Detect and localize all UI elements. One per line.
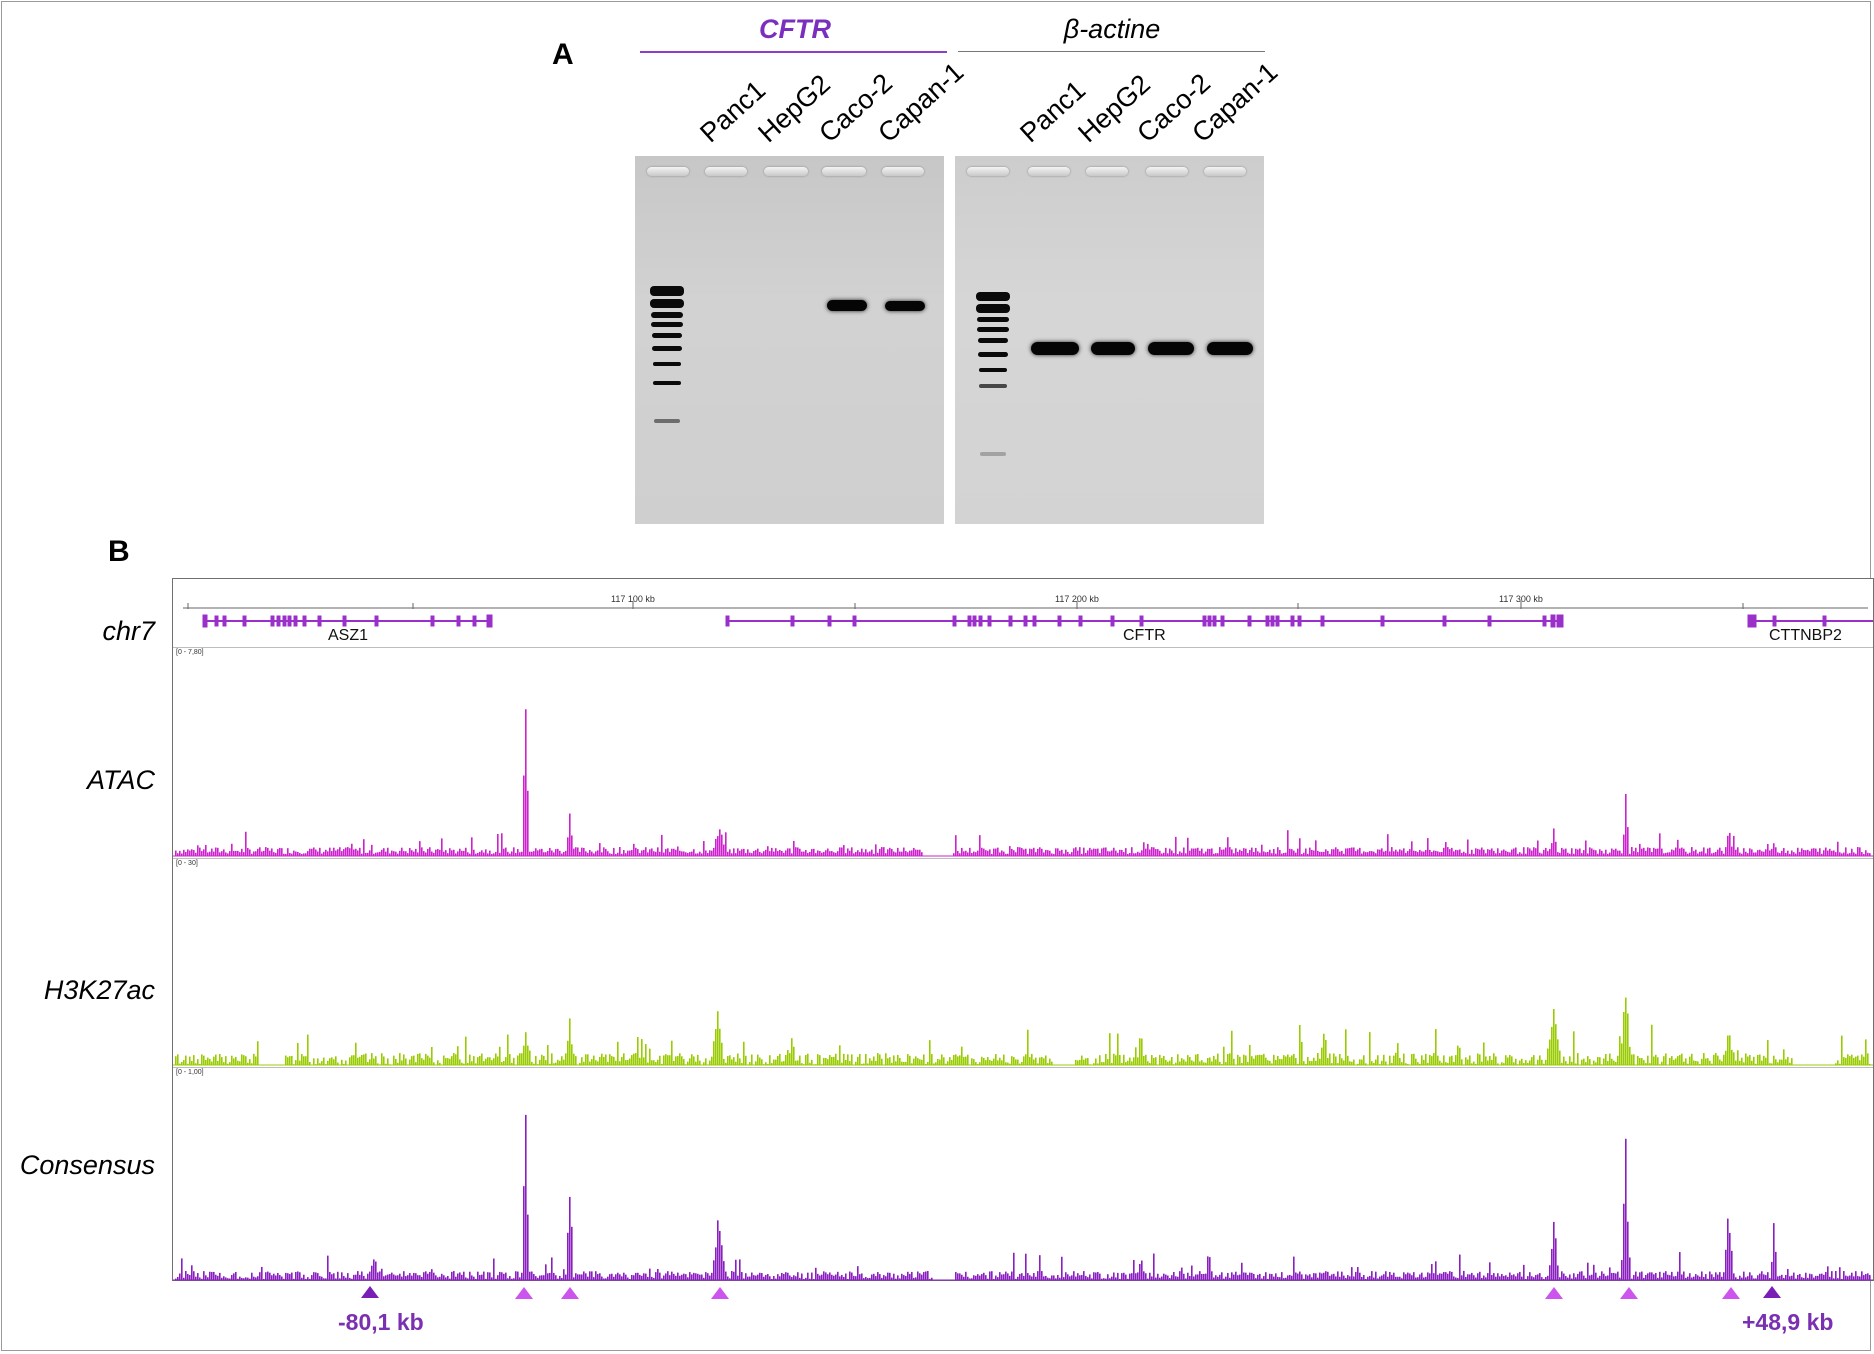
ladder-band — [651, 322, 683, 327]
marker-light — [1545, 1287, 1563, 1299]
gene-label-cttnbp2: CTTNBP2 — [1769, 627, 1842, 644]
marker-light — [561, 1287, 579, 1299]
ladder-band — [650, 286, 684, 296]
track-divider — [173, 1067, 1873, 1068]
panel-b-letter: B — [108, 535, 130, 568]
marker-dark — [361, 1286, 379, 1298]
gene-track — [202, 614, 1873, 628]
track-label-atac: ATAC — [86, 765, 155, 795]
track-divider — [173, 647, 1873, 648]
ladder-band — [976, 304, 1010, 313]
marker-light — [515, 1287, 533, 1299]
marker-light — [1620, 1287, 1638, 1299]
ladder-band — [652, 333, 682, 338]
ladder-band — [653, 381, 681, 385]
ladder-band — [978, 352, 1008, 357]
gene-label-asz1: ASZ1 — [328, 627, 369, 644]
ruler-tick-label: 117 100 kb — [611, 594, 655, 604]
gel-well — [705, 167, 747, 176]
atac-signal-track — [173, 709, 1873, 857]
track-divider — [173, 858, 1873, 859]
gel2-band-panc1 — [1031, 342, 1079, 355]
gel-well — [647, 167, 689, 176]
gene-label-cftr: CFTR — [1123, 627, 1166, 644]
ladder-band — [976, 292, 1010, 301]
ladder-band — [979, 384, 1007, 388]
gel1-title: CFTR — [759, 14, 831, 44]
ruler-tick-label: 117 200 kb — [1055, 594, 1099, 604]
gel1-image — [635, 156, 944, 524]
track-label-h3k27ac: H3K27ac — [43, 975, 155, 1005]
atac-range: [0 - 7,80] — [176, 649, 204, 656]
track-label-consensus: Consensus — [19, 1150, 155, 1180]
ladder-band — [978, 338, 1008, 343]
consensus-signal-track — [173, 1114, 1873, 1281]
ladder-band — [977, 327, 1009, 332]
genome-browser: 117 100 kb 117 200 kb 117 300 kb — [172, 578, 1874, 1281]
gel2-title: β-actine — [1063, 14, 1161, 44]
gel2-band-hepg2 — [1091, 342, 1135, 355]
ladder-band — [977, 317, 1009, 322]
gel2-band-capan1 — [1207, 342, 1253, 355]
gel-well — [967, 167, 1009, 176]
gel2-title-underline — [958, 51, 1265, 52]
gel1-band-caco2 — [827, 300, 867, 311]
gel1-title-underline — [640, 51, 947, 53]
h3k27ac-range: [0 - 30] — [176, 860, 198, 867]
gel-well — [882, 167, 924, 176]
ladder-band — [650, 299, 684, 308]
chromosome-label: chr7 — [102, 616, 155, 646]
h3k27ac-signal-track — [173, 997, 1873, 1066]
ladder-band — [654, 419, 680, 423]
marker-dark — [1763, 1286, 1781, 1298]
marker-light — [1722, 1287, 1740, 1299]
panel-a-letter: A — [552, 38, 574, 71]
ladder-band — [652, 346, 682, 351]
ruler-tick-label: 117 300 kb — [1499, 594, 1543, 604]
gel2-band-caco2 — [1148, 342, 1194, 355]
gel2-image — [955, 156, 1264, 524]
kb-label-right: +48,9 kb — [1742, 1309, 1834, 1335]
gel1-band-capan1 — [885, 301, 925, 311]
ladder-band — [980, 452, 1006, 456]
ladder-band — [651, 312, 683, 318]
ladder-band — [979, 368, 1007, 372]
kb-label-left: -80,1 kb — [338, 1309, 424, 1335]
gel-well — [1028, 167, 1070, 176]
gel-well — [822, 167, 866, 176]
consensus-range: [0 - 1,00] — [176, 1069, 204, 1076]
gel-well — [1086, 167, 1128, 176]
genome-ruler — [183, 601, 1868, 609]
marker-light — [711, 1287, 729, 1299]
ladder-band — [653, 362, 681, 366]
gel-well — [764, 167, 808, 176]
gel-well — [1204, 167, 1246, 176]
gel-well — [1146, 167, 1188, 176]
